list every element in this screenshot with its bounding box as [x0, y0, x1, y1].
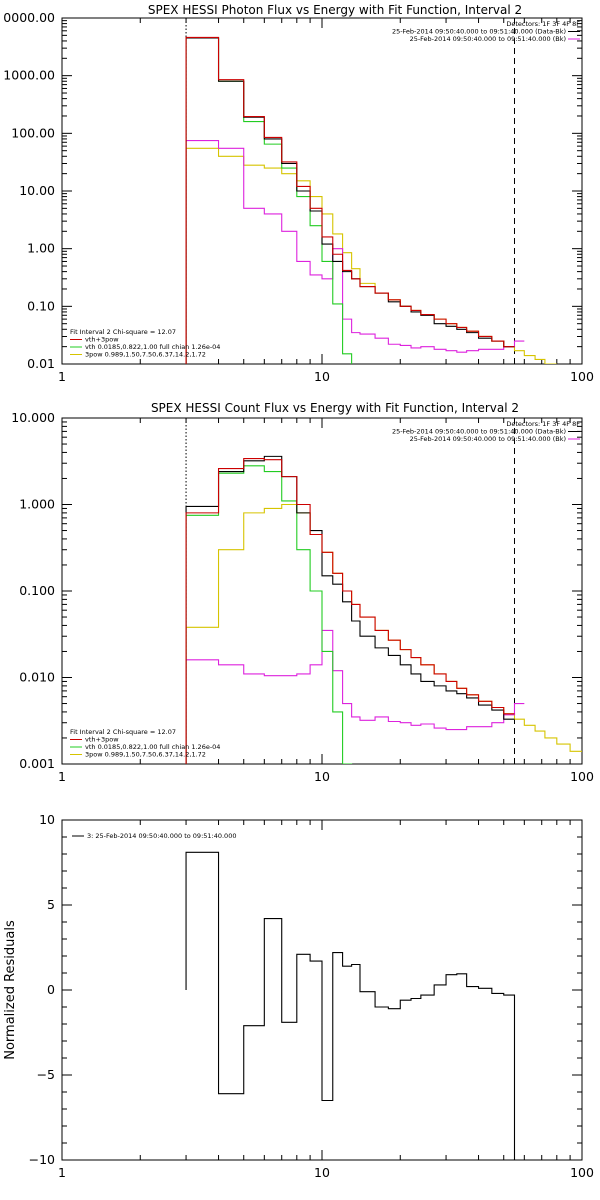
- fit-legend-entry-text: 3pow 0.989,1.50,7.50,6.37,14.2,1.72: [85, 751, 206, 759]
- y-tick-label: 1.000: [19, 497, 55, 512]
- x-tick-label: 1: [58, 769, 66, 784]
- y-tick-label: −10: [29, 1152, 55, 1167]
- photon-flux-legend-bottom: Fit Interval 2 Chi-square = 12.07vth+3po…: [70, 328, 220, 359]
- photon-flux-marks: [185, 18, 557, 364]
- residuals-panel: Normalized Residuals 1 10 100 10 5 0 −5 −10 3: …: [3, 812, 594, 1180]
- x-tick-label: 10: [314, 369, 330, 384]
- legend-entry-text: 25-Feb-2014 09:50:40.000 to 09:51:40.000…: [410, 435, 566, 443]
- y-tick-label: 1000.00: [3, 68, 55, 83]
- count-flux-axes: 1 10 100 10.000 1.000 0.100 0.010 0.001: [11, 410, 594, 784]
- legend-entry-text: 25-Feb-2014 09:50:40.000 to 09:51:40.000…: [392, 428, 566, 436]
- y-tick-label: 10.00: [19, 183, 55, 198]
- fit-legend-entry-text: Fit Interval 2 Chi-square = 12.07: [70, 328, 176, 336]
- x-tick-label: 10: [314, 1165, 330, 1180]
- fit-legend-entry-text: vth+3pow: [85, 336, 119, 344]
- y-tick-label: 0.001: [19, 756, 55, 771]
- y-tick-label: 100.00: [11, 125, 55, 140]
- x-tick-label: 100: [570, 769, 594, 784]
- series-bk-line: [185, 139, 525, 364]
- y-tick-label: 0.01: [27, 356, 55, 371]
- series-vth-plus-3pow-line: [185, 457, 515, 764]
- residuals-legend: 3: 25-Feb-2014 09:50:40.000 to 09:51:40.…: [72, 832, 236, 840]
- y-tick-label: 0: [47, 982, 55, 997]
- fit-legend-entry-text: vth 0.0185,0.822,1.00 full chian 1.26e-0…: [85, 743, 220, 751]
- count-flux-legend-bottom: Fit Interval 2 Chi-square = 12.07vth+3po…: [70, 728, 220, 759]
- fit-legend-entry-text: vth+3pow: [85, 736, 119, 744]
- y-tick-label: 10.000: [11, 410, 55, 425]
- x-tick-label: 1: [58, 1165, 66, 1180]
- y-tick-label: 0000.00: [3, 10, 55, 25]
- count-flux-marks: [185, 418, 582, 764]
- series-three-pow-line: [185, 147, 557, 364]
- count-flux-panel: SPEX HESSI Count Flux vs Energy with Fit…: [11, 401, 594, 784]
- fit-legend-entry-text: Fit Interval 2 Chi-square = 12.07: [70, 728, 176, 736]
- legend-entry-text: 25-Feb-2014 09:50:40.000 to 09:51:40.000…: [410, 35, 566, 43]
- photon-flux-plot-frame: [61, 17, 583, 365]
- series-vth-line: [185, 465, 353, 764]
- series-vth-line: [185, 37, 353, 364]
- series-data-line: [185, 455, 515, 764]
- x-tick-label: 100: [570, 369, 594, 384]
- y-tick-label: 5: [47, 897, 55, 912]
- residuals-y-axis-label: Normalized Residuals: [3, 920, 18, 1060]
- series-data-line: [185, 851, 516, 1160]
- fit-legend-entry-text: 3pow 0.989,1.50,7.50,6.37,14.2,1.72: [85, 351, 206, 359]
- series-bk-line: [185, 629, 525, 764]
- legend-entry-text: Detectors: 1F 3F 4F 8F: [506, 20, 580, 28]
- legend-entry-text: 3: 25-Feb-2014 09:50:40.000 to 09:51:40.…: [87, 832, 236, 840]
- photon-flux-panel: SPEX HESSI Photon Flux vs Energy with Fi…: [3, 3, 594, 384]
- legend-entry-text: 25-Feb-2014 09:50:40.000 to 09:51:40.000…: [392, 28, 566, 36]
- x-tick-label: 100: [570, 1165, 594, 1180]
- fit-legend-entry-text: vth 0.0185,0.822,1.00 full chian 1.26e-0…: [85, 343, 220, 351]
- y-tick-label: 1.00: [27, 241, 55, 256]
- series-three-pow-line: [185, 503, 582, 764]
- series-data-line: [185, 37, 515, 364]
- y-tick-label: 10: [39, 812, 55, 827]
- y-tick-label: −5: [37, 1067, 55, 1082]
- residuals-axes: 1 10 100 10 5 0 −5 −10: [29, 812, 594, 1180]
- photon-flux-title: SPEX HESSI Photon Flux vs Energy with Fi…: [148, 3, 522, 17]
- residuals-marks: [185, 851, 516, 1160]
- legend-entry-text: Detectors: 1F 3F 4F 8F: [506, 420, 580, 428]
- y-tick-label: 0.10: [27, 298, 55, 313]
- x-tick-label: 10: [314, 769, 330, 784]
- y-tick-label: 0.010: [19, 670, 55, 685]
- y-tick-label: 0.100: [19, 583, 55, 598]
- photon-flux-axes: 1 10 100 0000.00 1000.00 100.00 10.00 1.00 0.10 0…: [3, 10, 594, 384]
- x-tick-label: 1: [58, 369, 66, 384]
- count-flux-title: SPEX HESSI Count Flux vs Energy with Fit…: [151, 401, 519, 415]
- series-vth-plus-3pow-line: [185, 36, 515, 364]
